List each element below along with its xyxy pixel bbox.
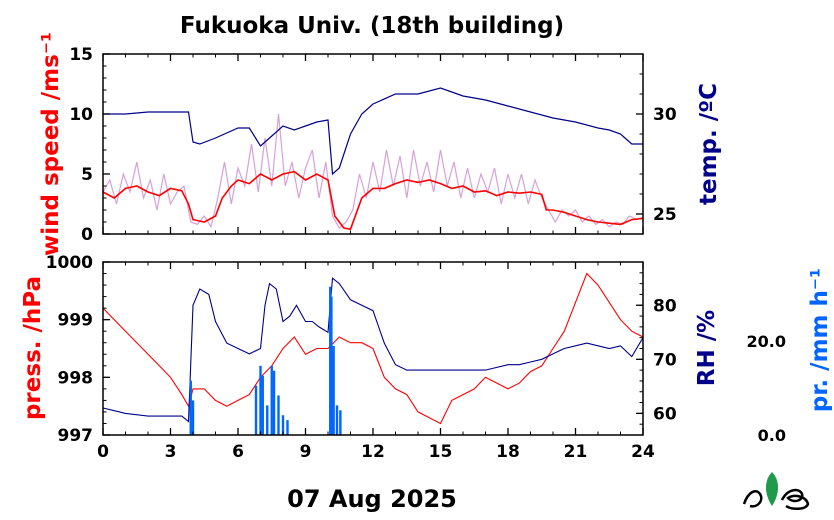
temperature-ticks: 25 30 bbox=[636, 53, 677, 235]
left-y-tick-label: 999 bbox=[58, 311, 94, 331]
x-tick-label: 24 bbox=[631, 442, 655, 462]
x-tick-label: 18 bbox=[496, 442, 520, 462]
left-y-tick-label: 0 bbox=[81, 225, 93, 245]
right-y-tick-label: 70 bbox=[653, 350, 677, 370]
precip-bar bbox=[259, 365, 262, 435]
precip-bar bbox=[266, 405, 269, 435]
top-x-ticks bbox=[102, 54, 644, 234]
temperature-line bbox=[103, 87, 643, 176]
precip-bar bbox=[270, 365, 273, 435]
precip-tick-label: 0.0 bbox=[758, 426, 786, 445]
precip-bar bbox=[254, 385, 258, 435]
right-y-tick-label: 60 bbox=[653, 404, 677, 424]
temperature-axis-label: temp. /ºC bbox=[696, 83, 722, 205]
bottom-x-ticks: 0 3 6 9 12 15 18 21 24 bbox=[97, 262, 655, 462]
left-y-tick-label: 1000 bbox=[46, 253, 93, 273]
wind-speed-raw-line bbox=[102, 113, 644, 229]
right-y-tick-label: 25 bbox=[653, 205, 677, 225]
bottom-series bbox=[102, 272, 644, 435]
pressure-ticks: 997 998 999 1000 bbox=[46, 253, 110, 446]
precip-bar bbox=[281, 415, 285, 435]
precip-bar bbox=[191, 400, 195, 435]
top-series bbox=[102, 87, 644, 231]
wind-speed-ticks: 0 5 10 15 bbox=[69, 45, 110, 245]
rh-ticks: 60 70 80 bbox=[636, 261, 677, 436]
precip-tick-label: 20.0 bbox=[747, 332, 786, 351]
left-y-tick-label: 998 bbox=[58, 368, 94, 388]
left-y-tick-label: 5 bbox=[81, 165, 93, 185]
precip-bar bbox=[189, 380, 192, 435]
top-frame bbox=[102, 53, 644, 235]
wind-speed-mean-line bbox=[102, 170, 644, 231]
precip-bar bbox=[286, 420, 289, 435]
precip-bar bbox=[261, 375, 264, 435]
x-tick-label: 9 bbox=[300, 442, 312, 462]
logo-swoosh bbox=[742, 490, 763, 508]
x-tick-label: 6 bbox=[232, 442, 244, 462]
precip-bar bbox=[277, 395, 280, 435]
x-tick-label: 3 bbox=[165, 442, 177, 462]
precip-bar bbox=[339, 410, 342, 435]
precip-bar bbox=[335, 405, 339, 435]
chart-title: Fukuoka Univ. (18th building) bbox=[180, 13, 564, 39]
bottom-panel: 0 3 6 9 12 15 18 21 24 997 998 999 1000 60 70 80 0.0 2… bbox=[20, 253, 833, 513]
wind-speed-axis-label: wind speed /ms⁻¹ bbox=[38, 32, 64, 256]
x-tick-label: 12 bbox=[361, 442, 385, 462]
right-y-tick-label: 80 bbox=[653, 296, 677, 316]
precip-bar bbox=[272, 370, 276, 435]
x-tick-label: 15 bbox=[429, 442, 453, 462]
x-tick-label: 21 bbox=[564, 442, 588, 462]
x-tick-label: 0 bbox=[97, 442, 109, 462]
pressure-axis-label: press. /hPa bbox=[20, 276, 46, 420]
pressure-line bbox=[102, 272, 644, 425]
top-panel: 0 5 10 15 25 30 wind speed /ms⁻¹ temp. /ºC bbox=[38, 32, 722, 256]
leaf-logo-icon bbox=[766, 472, 778, 506]
date-label: 07 Aug 2025 bbox=[287, 485, 457, 513]
left-y-tick-label: 997 bbox=[58, 426, 94, 446]
left-y-tick-label: 10 bbox=[69, 105, 93, 125]
logo-swoosh-2 bbox=[780, 488, 810, 510]
precip-ticks: 0.0 20.0 bbox=[747, 332, 786, 445]
precip-bar bbox=[332, 346, 335, 435]
precip-axis-label: pr. /mm h⁻¹ bbox=[807, 268, 833, 412]
rh-axis-label: RH /% bbox=[694, 310, 720, 386]
nies-logo bbox=[742, 472, 810, 510]
left-y-tick-label: 15 bbox=[69, 45, 93, 65]
right-y-tick-label: 30 bbox=[653, 105, 677, 125]
precip-bar bbox=[330, 296, 333, 435]
